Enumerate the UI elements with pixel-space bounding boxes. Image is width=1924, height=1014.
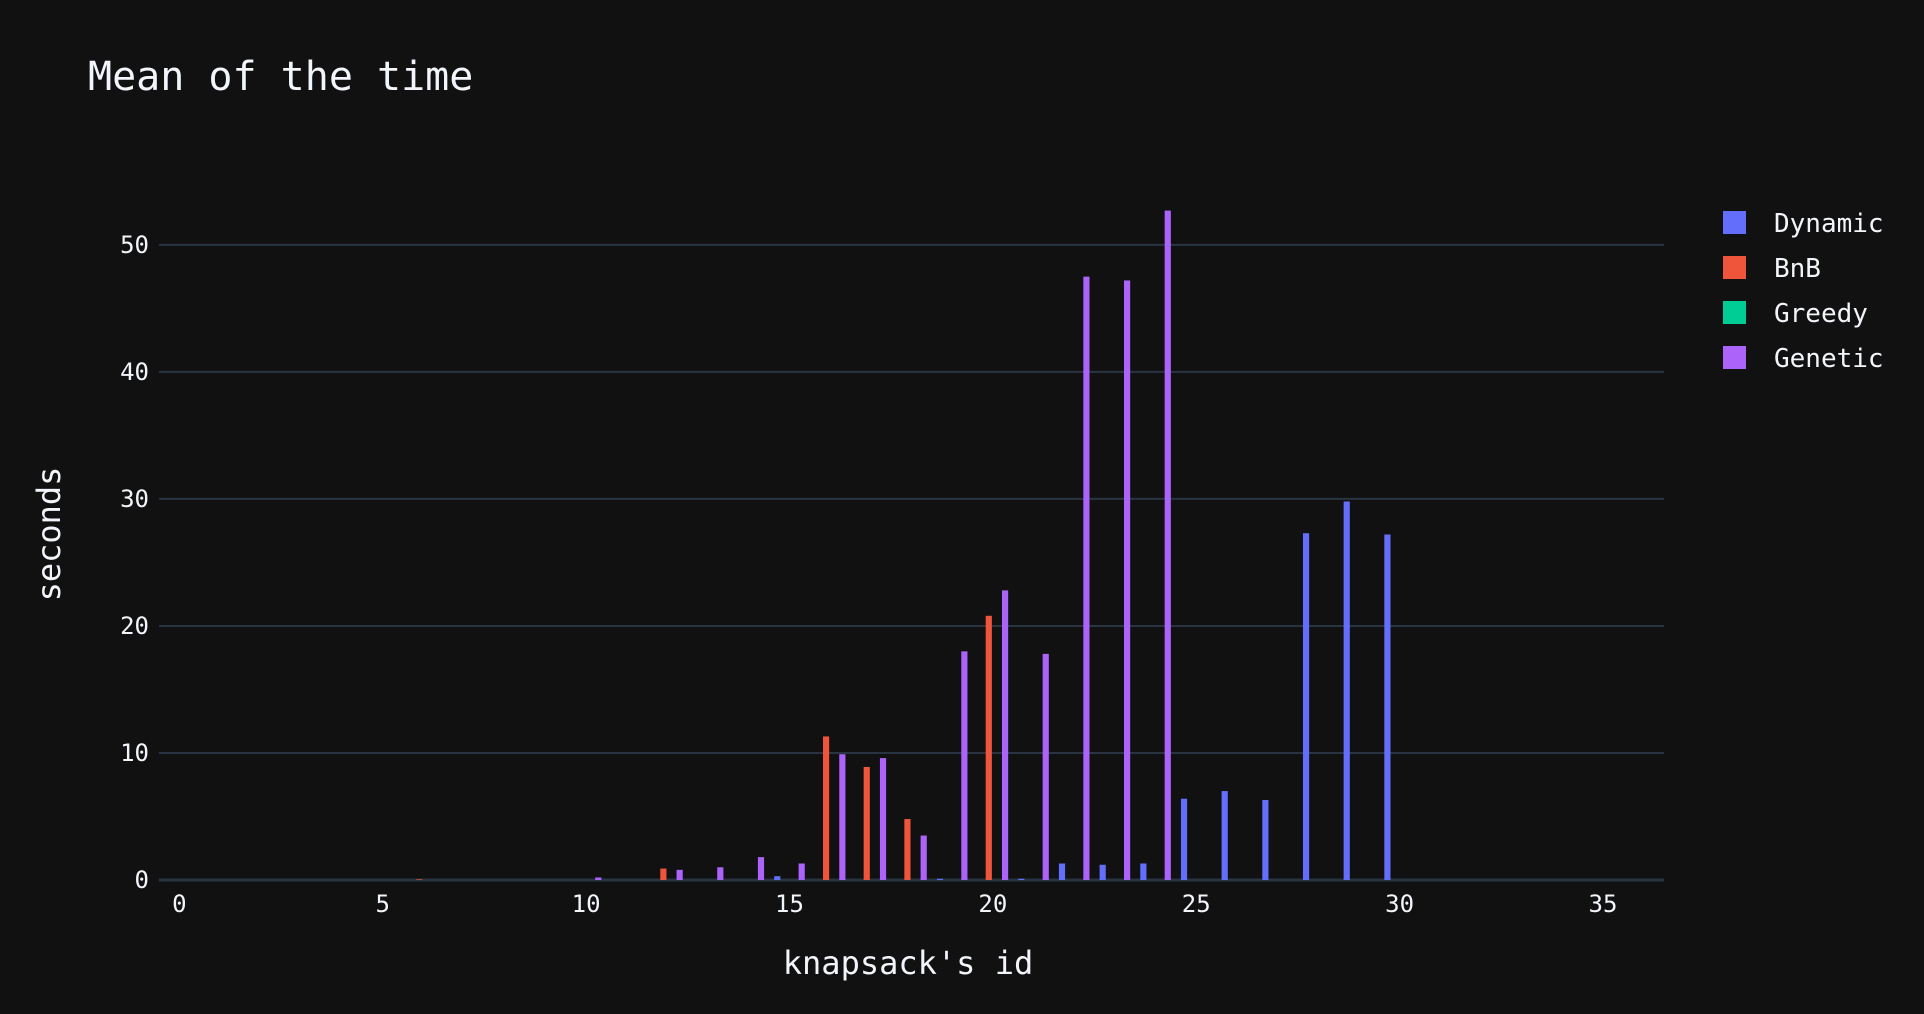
y-tick-label: 0 <box>135 866 149 894</box>
bar-dynamic-25[interactable] <box>1180 798 1188 880</box>
legend-label: Genetic <box>1774 344 1884 374</box>
x-tick-label: 25 <box>1182 890 1211 918</box>
bar-bnb-18[interactable] <box>904 819 911 880</box>
bar-genetic-18[interactable] <box>920 835 927 880</box>
bar-dynamic-15[interactable] <box>774 876 781 880</box>
legend-swatch <box>1723 301 1746 324</box>
legend-item-dynamic[interactable]: Dynamic <box>1723 209 1884 239</box>
bar-bnb-17[interactable] <box>863 766 870 880</box>
y-axis-ticks: 0 10 20 30 40 50 <box>120 231 149 894</box>
y-tick-label: 40 <box>120 358 149 386</box>
bar-genetic-12[interactable] <box>676 869 683 880</box>
bar-dynamic-19[interactable] <box>936 878 944 880</box>
x-tick-label: 5 <box>375 890 389 918</box>
x-tick-label: 15 <box>775 890 804 918</box>
legend-item-genetic[interactable]: Genetic <box>1723 344 1884 374</box>
bar-dynamic-26[interactable] <box>1221 791 1228 880</box>
bar-dynamic-24[interactable] <box>1140 863 1147 880</box>
x-tick-label: 30 <box>1385 890 1414 918</box>
legend-label: Dynamic <box>1774 209 1884 239</box>
bar-genetic-17[interactable] <box>879 758 887 880</box>
x-tick-label: 35 <box>1589 890 1618 918</box>
x-tick-label: 0 <box>172 890 186 918</box>
bar-genetic-19[interactable] <box>961 651 968 880</box>
bar-genetic-10[interactable] <box>595 877 602 880</box>
bar-bnb-12[interactable] <box>660 868 667 880</box>
bar-genetic-21[interactable] <box>1042 653 1049 880</box>
bars[interactable] <box>416 210 1391 881</box>
legend-swatch <box>1723 256 1746 279</box>
x-tick-label: 10 <box>572 890 601 918</box>
y-tick-label: 50 <box>120 231 149 259</box>
bar-genetic-22[interactable] <box>1083 276 1090 881</box>
bar-bnb-16[interactable] <box>822 736 830 880</box>
x-axis-ticks: 0 5 10 15 20 25 30 35 <box>172 890 1617 918</box>
bar-genetic-15[interactable] <box>798 863 805 880</box>
bar-genetic-20[interactable] <box>1001 590 1009 880</box>
bar-dynamic-22[interactable] <box>1058 863 1066 880</box>
bar-genetic-13[interactable] <box>717 867 724 880</box>
y-tick-label: 20 <box>120 612 149 640</box>
gridlines <box>159 243 1664 882</box>
legend-label: Greedy <box>1774 299 1868 329</box>
bar-bnb-6[interactable] <box>416 879 423 880</box>
bar-bnb-20[interactable] <box>985 615 992 880</box>
bar-dynamic-29[interactable] <box>1343 501 1350 880</box>
legend-swatch <box>1723 211 1746 234</box>
bar-genetic-24[interactable] <box>1164 210 1171 880</box>
bar-genetic-14[interactable] <box>757 857 765 880</box>
y-tick-label: 10 <box>120 739 149 767</box>
y-axis-title: seconds <box>30 467 68 602</box>
legend-swatch <box>1723 346 1746 369</box>
x-tick-label: 20 <box>978 890 1007 918</box>
legend-item-bnb[interactable]: BnB <box>1723 254 1821 284</box>
bar-genetic-23[interactable] <box>1123 280 1131 880</box>
legend-label: BnB <box>1774 254 1821 284</box>
x-axis-title: knapsack's id <box>783 944 1033 982</box>
bar-dynamic-28[interactable] <box>1302 533 1310 880</box>
bar-dynamic-27[interactable] <box>1262 799 1269 880</box>
legend-item-greedy[interactable]: Greedy <box>1723 299 1868 329</box>
chart-title: Mean of the time <box>88 54 473 100</box>
bar-genetic-16[interactable] <box>839 754 846 880</box>
bar-dynamic-23[interactable] <box>1099 864 1106 880</box>
bar-dynamic-21[interactable] <box>1018 878 1025 880</box>
bar-dynamic-30[interactable] <box>1384 534 1391 880</box>
legend[interactable]: Dynamic BnB Greedy Genetic <box>1723 209 1884 374</box>
y-tick-label: 30 <box>120 485 149 513</box>
